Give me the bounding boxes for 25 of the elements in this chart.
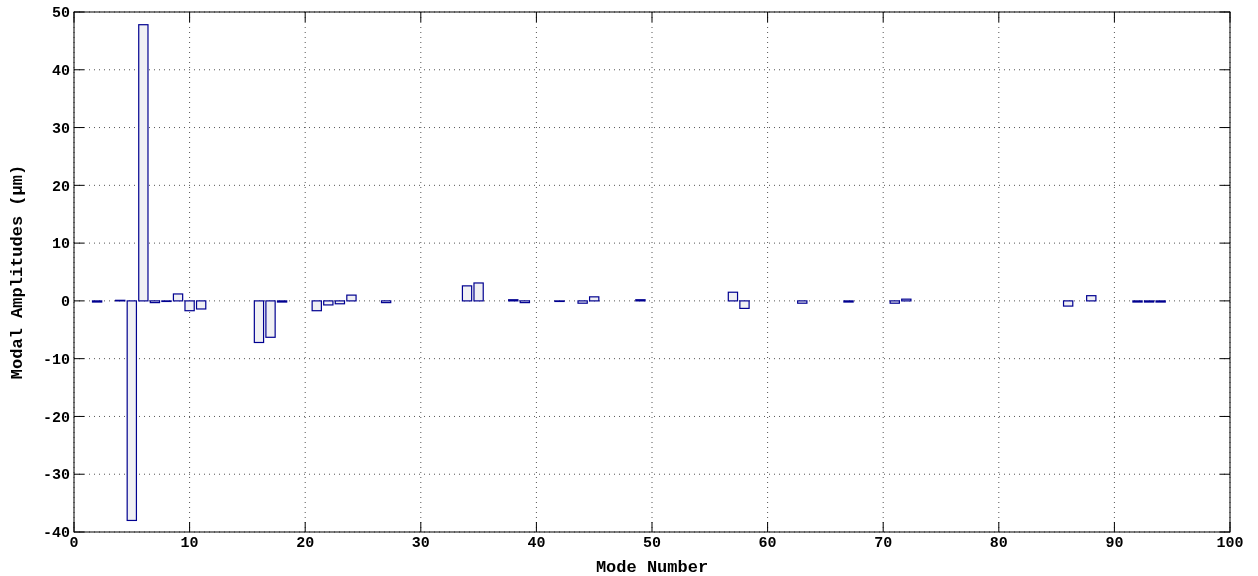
bar <box>797 300 808 304</box>
y-tick-label: 30 <box>51 120 70 138</box>
x-tick-label: 20 <box>296 535 315 552</box>
x-tick-label: 100 <box>1216 535 1244 552</box>
x-tick-label: 80 <box>989 535 1008 552</box>
y-tick-label: 10 <box>51 236 70 254</box>
y-tick-label: -10 <box>42 351 70 369</box>
y-tick-label: 40 <box>51 63 70 81</box>
y-tick-label: -20 <box>42 409 70 427</box>
y-tick-label: -40 <box>42 525 70 543</box>
x-tick-label: 60 <box>758 535 777 552</box>
x-tick-label: 10 <box>180 535 199 552</box>
y-tick-label: -30 <box>42 467 70 485</box>
x-tick-label: 30 <box>411 535 430 552</box>
x-tick-label: 40 <box>527 535 546 552</box>
y-tick-label: 50 <box>51 5 70 23</box>
x-tick-label: 70 <box>874 535 893 552</box>
x-tick-label: 50 <box>642 535 662 552</box>
bar <box>1086 295 1097 302</box>
y-tick-label: 20 <box>51 178 70 196</box>
x-tick-label: 90 <box>1105 535 1124 552</box>
bar <box>1062 300 1074 307</box>
x-axis-title: Mode Number <box>595 558 709 576</box>
y-tick-label: 0 <box>60 294 70 312</box>
y-axis-title: Modal Amplitudes (μm) <box>8 164 27 380</box>
